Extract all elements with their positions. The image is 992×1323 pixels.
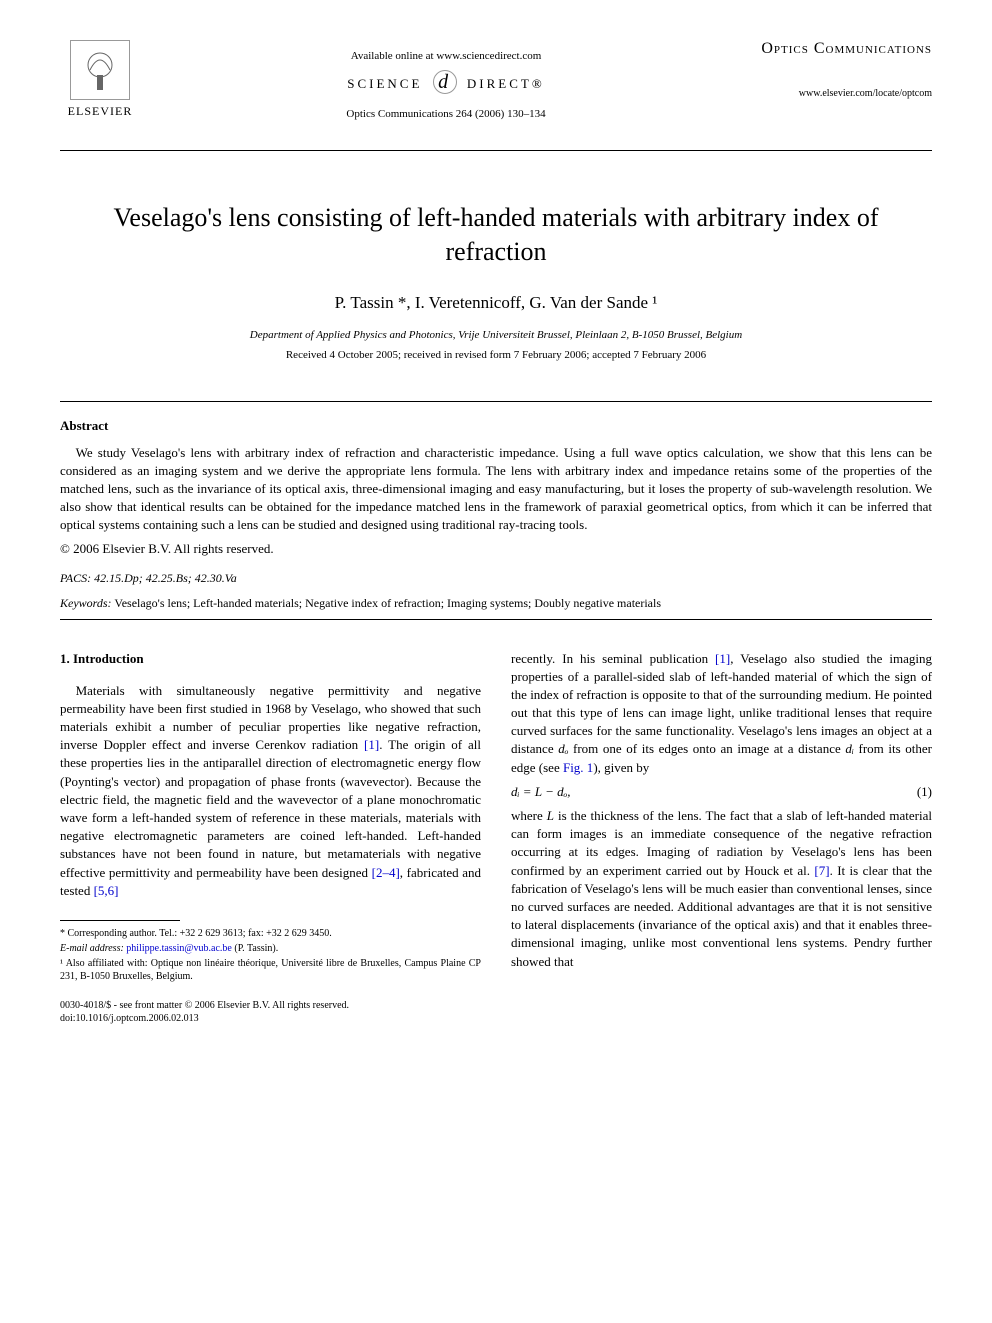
var-L: L: [547, 808, 554, 823]
header-divider: [60, 150, 932, 151]
ref-link-1[interactable]: [1]: [364, 737, 379, 752]
sd-suffix: DIRECT®: [467, 76, 545, 91]
abstract-text: We study Veselago's lens with arbitrary …: [60, 444, 932, 535]
post-equation-paragraph: where L is the thickness of the lens. Th…: [511, 807, 932, 971]
issn-line: 0030-4018/$ - see front matter © 2006 El…: [60, 999, 481, 1012]
var-do: dₒ: [558, 741, 568, 756]
journal-citation: Optics Communications 264 (2006) 130–134: [140, 108, 752, 120]
ref-link-2-4[interactable]: [2–4]: [372, 865, 400, 880]
intro-paragraph-cont: recently. In his seminal publication [1]…: [511, 650, 932, 777]
footer-metadata: 0030-4018/$ - see front matter © 2006 El…: [60, 999, 481, 1025]
email-label: E-mail address:: [60, 943, 124, 954]
intro-paragraph: Materials with simultaneously negative p…: [60, 682, 481, 900]
keywords: Keywords: Veselago's lens; Left-handed m…: [60, 596, 932, 611]
abstract-heading: Abstract: [60, 418, 932, 434]
pacs-label: PACS:: [60, 571, 91, 585]
email-author-name: (P. Tassin).: [234, 943, 278, 954]
journal-brand: Optics Communications www.elsevier.com/l…: [752, 40, 932, 99]
corresponding-author-note: * Corresponding author. Tel.: +32 2 629 …: [60, 927, 481, 940]
journal-header: ELSEVIER Available online at www.science…: [60, 40, 932, 120]
available-online-text: Available online at www.sciencedirect.co…: [140, 50, 752, 62]
authors: P. Tassin *, I. Veretennicoff, G. Van de…: [60, 293, 932, 313]
publication-dates: Received 4 October 2005; received in rev…: [60, 349, 932, 361]
footnote-divider: [60, 920, 180, 921]
equation-1-number: (1): [917, 783, 932, 801]
equation-1: dᵢ = L − dₒ, (1): [511, 783, 932, 801]
elsevier-tree-icon: [70, 40, 130, 100]
author-email-link[interactable]: philippe.tassin@vub.ac.be: [126, 943, 232, 954]
pacs-values: 42.15.Dp; 42.25.Bs; 42.30.Va: [94, 571, 237, 585]
email-note: E-mail address: philippe.tassin@vub.ac.b…: [60, 942, 481, 955]
publisher-logo: ELSEVIER: [60, 40, 140, 119]
abstract-bottom-rule: [60, 619, 932, 620]
keywords-text: Veselago's lens; Left-handed materials; …: [114, 596, 661, 610]
var-di: dᵢ: [845, 741, 854, 756]
doi-line: doi:10.1016/j.optcom.2006.02.013: [60, 1012, 481, 1025]
journal-url: www.elsevier.com/locate/optcom: [752, 88, 932, 99]
journal-name: Optics Communications: [752, 40, 932, 58]
fig-link-1[interactable]: Fig. 1: [563, 760, 593, 775]
article-title: Veselago's lens consisting of left-hande…: [60, 201, 932, 269]
affiliation: Department of Applied Physics and Photon…: [60, 329, 932, 341]
sd-prefix: SCIENCE: [347, 76, 422, 91]
abstract-top-rule: [60, 401, 932, 402]
affiliation-footnote: ¹ Also affiliated with: Optique non liné…: [60, 957, 481, 983]
equation-1-expr: dᵢ = L − dₒ,: [511, 783, 571, 801]
ref-link-1b[interactable]: [1]: [715, 651, 730, 666]
left-column: 1. Introduction Materials with simultane…: [60, 650, 481, 1025]
header-center: Available online at www.sciencedirect.co…: [140, 40, 752, 120]
abstract-copyright: © 2006 Elsevier B.V. All rights reserved…: [60, 541, 932, 557]
right-column: recently. In his seminal publication [1]…: [511, 650, 932, 1025]
section-1-heading: 1. Introduction: [60, 650, 481, 668]
publisher-name: ELSEVIER: [68, 104, 133, 119]
pacs-codes: PACS: 42.15.Dp; 42.25.Bs; 42.30.Va: [60, 571, 932, 586]
science-direct-logo: SCIENCE d DIRECT®: [140, 70, 752, 94]
ref-link-7[interactable]: [7]: [814, 863, 829, 878]
body-two-column: 1. Introduction Materials with simultane…: [60, 650, 932, 1025]
ref-link-5-6[interactable]: [5,6]: [94, 883, 119, 898]
sd-icon: d: [433, 70, 457, 94]
keywords-label: Keywords:: [60, 596, 112, 610]
